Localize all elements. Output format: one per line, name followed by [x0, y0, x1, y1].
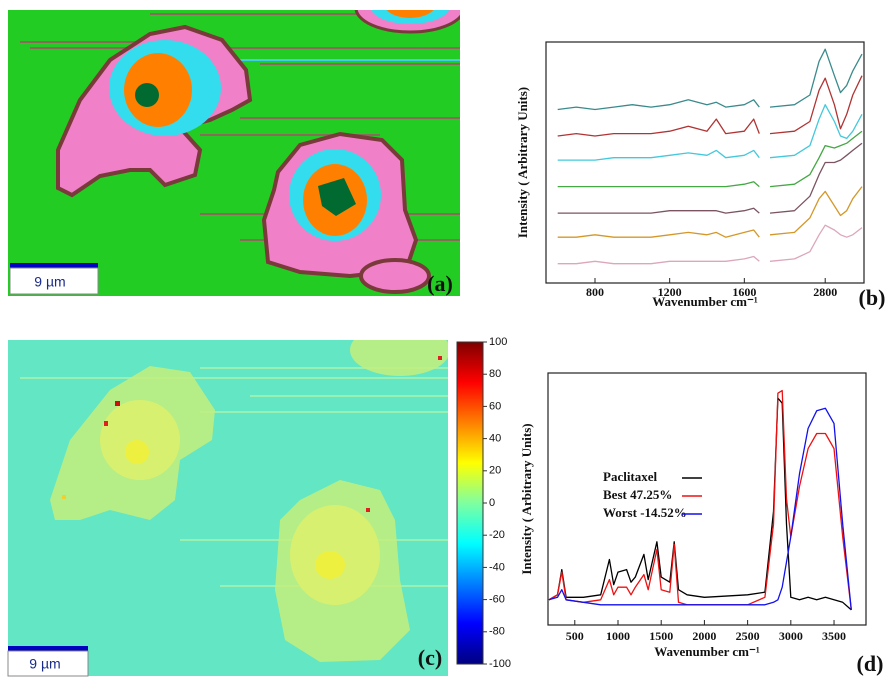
legend-label: Worst -14.52% — [603, 505, 687, 520]
spectrum-line — [557, 75, 863, 137]
colorbar-tick-label: -20 — [489, 529, 505, 541]
plot-frame — [545, 41, 865, 284]
colorbar — [456, 341, 484, 665]
scale-box — [7, 650, 89, 677]
scale-label: 9 µm — [34, 274, 65, 290]
x-tick-label: 500 — [566, 629, 584, 643]
y-axis-label: Intensity ( Arbitrary Units) — [515, 87, 530, 238]
scale-box — [9, 267, 99, 295]
x-tick-label: 1500 — [649, 629, 673, 643]
colorbar-tick-label: -80 — [489, 626, 505, 638]
spectrum-line — [557, 104, 863, 161]
spectrum-line — [548, 407, 852, 610]
spectrum-line — [548, 389, 852, 610]
y-axis-label: Intensity ( Arbitrary Units) — [519, 423, 534, 574]
x-tick-label: 800 — [586, 285, 604, 299]
colorbar-tick-label: -100 — [489, 658, 511, 670]
spectrum-line — [557, 186, 863, 238]
panel-label: (b) — [859, 285, 886, 310]
x-tick-label: 2800 — [813, 285, 837, 299]
scale-bar — [8, 646, 88, 651]
scale-bar — [10, 263, 98, 268]
panel-label: (c) — [418, 645, 442, 670]
spectrum-line — [557, 130, 863, 188]
x-tick-label: 1200 — [658, 285, 682, 299]
colorbar-tick-label: 60 — [489, 400, 501, 412]
x-axis-label: Wavenumber cm⁻¹ — [652, 294, 758, 309]
spectrum-line — [557, 142, 863, 214]
spectrum-line — [557, 48, 863, 111]
cluster-map — [8, 10, 460, 296]
x-axis-label: Wavenumber cm⁻¹ — [654, 644, 760, 659]
colorbar-tick-label: 80 — [489, 368, 501, 380]
panel-label: (d) — [857, 651, 884, 676]
x-tick-label: 1600 — [732, 285, 756, 299]
x-tick-label: 1000 — [606, 629, 630, 643]
colorbar-tick-label: -60 — [489, 594, 505, 606]
spectrum-line — [557, 224, 863, 265]
colorbar-tick-label: 20 — [489, 465, 501, 477]
spectrum-line — [548, 397, 852, 611]
legend-label: Paclitaxel — [603, 469, 658, 484]
colorbar-tick-label: 40 — [489, 433, 501, 445]
colorbar-tick-label: 0 — [489, 497, 495, 509]
x-tick-label: 3500 — [822, 629, 846, 643]
panel-label: (a) — [427, 271, 453, 296]
x-tick-label: 2000 — [692, 629, 716, 643]
x-tick-label: 2500 — [736, 629, 760, 643]
x-tick-label: 3000 — [779, 629, 803, 643]
plot-frame — [547, 372, 867, 626]
correlation-map — [8, 340, 448, 676]
legend-label: Best 47.25% — [603, 487, 672, 502]
scale-label: 9 µm — [29, 656, 60, 672]
colorbar-tick-label: -40 — [489, 561, 505, 573]
colorbar-tick-label: 100 — [489, 336, 507, 348]
